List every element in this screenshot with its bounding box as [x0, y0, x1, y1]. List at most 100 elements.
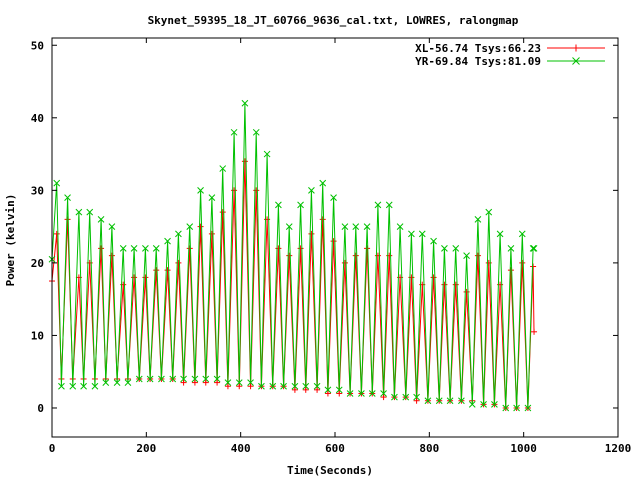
data-point: [131, 274, 138, 281]
data-point: [224, 383, 231, 390]
data-point: [91, 382, 99, 390]
data-point: [164, 237, 171, 245]
data-point: [308, 230, 315, 237]
chart-title: Skynet_59395_18_JT_60766_9636_cal.txt, L…: [148, 14, 519, 27]
data-point: [247, 383, 254, 390]
data-point: [97, 216, 105, 223]
data-point: [158, 375, 165, 383]
data-point: [480, 401, 487, 408]
data-point: [380, 390, 387, 397]
data-point: [119, 245, 127, 252]
data-point: [258, 382, 265, 390]
data-point: [485, 259, 492, 266]
data-point: [507, 245, 515, 252]
data-point: [53, 179, 61, 187]
data-point: [385, 201, 393, 209]
data-point: [408, 230, 415, 238]
data-point: [113, 379, 121, 386]
data-point: [452, 245, 460, 252]
data-point: [513, 404, 520, 412]
data-point: [142, 245, 149, 252]
data-point: [146, 375, 154, 383]
data-point: [531, 328, 538, 335]
data-point: [253, 187, 260, 194]
data-point: [441, 281, 448, 288]
y-axis-label: Power (kelvin): [4, 194, 17, 287]
data-point: [458, 397, 465, 405]
data-point: [202, 375, 210, 383]
data-point: [235, 379, 243, 386]
data-point: [341, 259, 348, 266]
data-point: [313, 382, 321, 390]
data-point: [152, 245, 160, 252]
legend-label: XL-56.74 Tsys:66.23: [415, 42, 541, 55]
data-point: [424, 397, 432, 405]
data-point: [180, 379, 187, 386]
data-point: [153, 267, 160, 274]
series-1: [49, 158, 538, 411]
y-tick-label: 0: [37, 402, 44, 415]
data-point: [280, 382, 287, 390]
data-point: [529, 245, 537, 252]
data-point: [418, 230, 426, 238]
x-tick-label: 800: [419, 442, 439, 455]
data-point: [485, 208, 493, 216]
data-point: [219, 209, 226, 216]
data-point: [297, 201, 304, 209]
data-point: [102, 379, 110, 386]
y-tick-label: 20: [31, 257, 44, 270]
data-point: [408, 274, 415, 281]
x-tick-label: 1000: [510, 442, 537, 455]
x-tick-label: 0: [49, 442, 56, 455]
data-point: [241, 158, 248, 165]
data-point: [396, 223, 404, 230]
data-point: [346, 390, 354, 397]
data-point: [230, 128, 238, 136]
data-point: [208, 230, 215, 237]
data-point: [252, 128, 260, 136]
y-tick-label: 30: [31, 184, 44, 197]
legend-marker: [572, 44, 580, 52]
data-point: [175, 259, 182, 266]
data-point: [302, 386, 309, 393]
data-point: [297, 245, 304, 252]
data-point: [330, 238, 337, 245]
data-point: [98, 245, 105, 252]
series-2: [48, 99, 538, 412]
data-point: [524, 404, 532, 412]
data-point: [224, 379, 232, 386]
data-point: [202, 379, 209, 386]
data-point: [241, 99, 249, 107]
data-point: [263, 150, 271, 158]
data-point: [197, 186, 204, 194]
data-point: [285, 223, 293, 230]
legend-marker: [572, 57, 580, 65]
data-point: [530, 263, 537, 270]
data-point: [352, 223, 360, 230]
data-point: [507, 267, 514, 274]
x-tick-label: 400: [231, 442, 251, 455]
data-point: [247, 379, 254, 386]
data-point: [169, 375, 177, 383]
series-line: [51, 103, 534, 409]
data-point: [213, 375, 221, 383]
data-point: [219, 165, 227, 172]
data-point: [197, 223, 204, 230]
data-point: [374, 252, 381, 259]
data-point: [391, 393, 398, 401]
y-tick-label: 40: [31, 112, 44, 125]
data-point: [53, 230, 60, 237]
legend-label: YR-69.84 Tsys:81.09: [415, 55, 541, 68]
data-point: [518, 230, 526, 238]
data-point: [75, 208, 83, 216]
x-axis-label: Time(Seconds): [287, 464, 373, 477]
data-point: [468, 401, 476, 408]
data-point: [363, 223, 371, 230]
x-tick-label: 1200: [605, 442, 632, 455]
data-point: [124, 379, 132, 386]
data-point: [441, 245, 448, 252]
data-point: [64, 216, 71, 223]
data-point: [402, 393, 410, 401]
